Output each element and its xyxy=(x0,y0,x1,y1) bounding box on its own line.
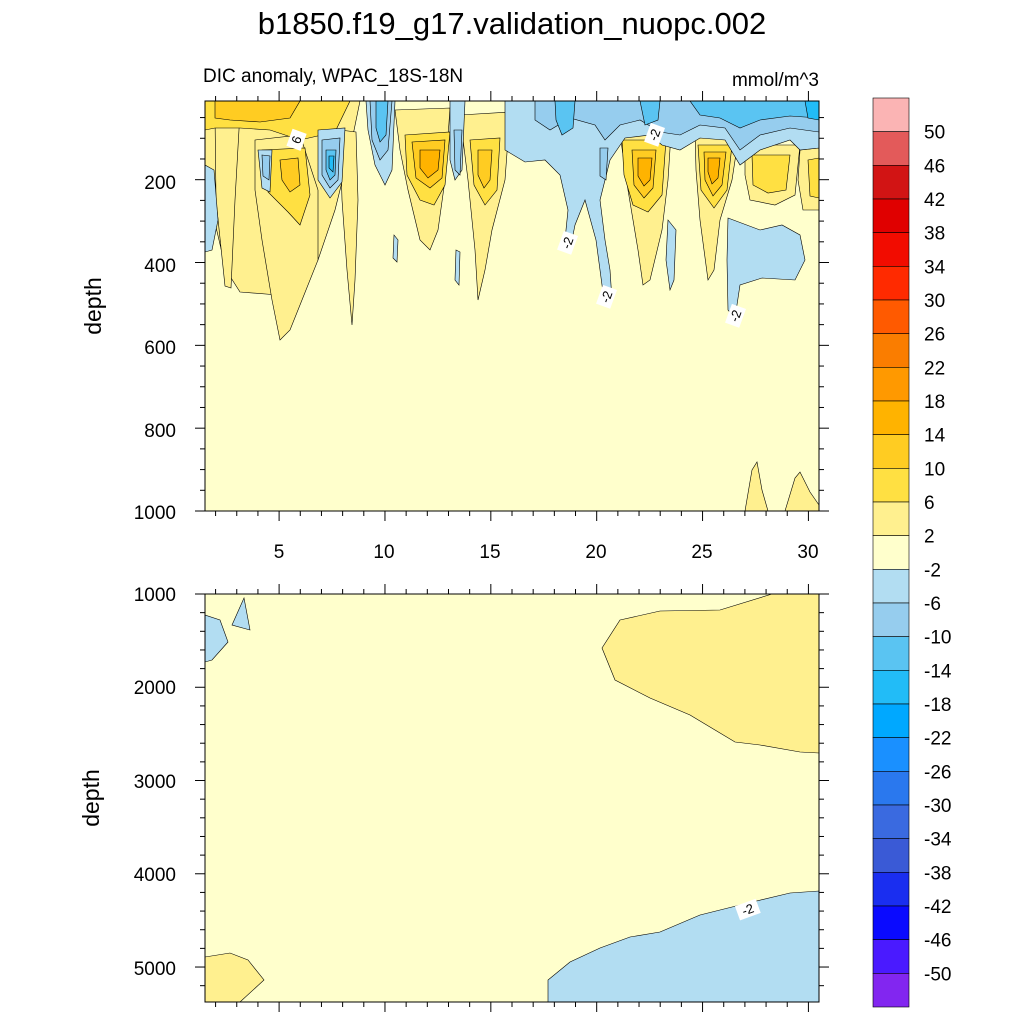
colorbar-swatch xyxy=(872,266,910,301)
colorbar-label: -18 xyxy=(924,695,951,716)
contour-label: -2 xyxy=(727,308,745,324)
colorbar-label: -14 xyxy=(924,661,952,682)
upper-panel: 6 -2 -2 -2 -2 5 10 15 20 25 xyxy=(80,91,829,563)
contour-label: -2 xyxy=(646,127,664,143)
upper-axis-ticks xyxy=(195,91,829,521)
colorbar-label: 34 xyxy=(924,257,946,278)
colorbar-label: -6 xyxy=(924,594,941,615)
lower-panel: -2 1000 2000 3000 4000 5000 depth xyxy=(78,584,829,1012)
colorbar-swatch xyxy=(872,670,910,705)
lower-positive-regions xyxy=(205,594,819,1002)
units-label: mmol/m^3 xyxy=(732,70,819,91)
colorbar-swatch xyxy=(872,872,910,907)
colorbar-label: -42 xyxy=(924,897,951,918)
y-axis-title: depth xyxy=(80,277,106,335)
colorbar-label: 30 xyxy=(924,291,945,312)
colorbar-swatch xyxy=(872,838,910,873)
colorbar-swatch xyxy=(872,535,910,570)
colorbar-label: 6 xyxy=(924,493,935,514)
colorbar-label: -10 xyxy=(924,628,951,649)
colorbar-label: -50 xyxy=(924,964,951,985)
y-tick-label: 1000 xyxy=(134,585,176,606)
y-tick-label: 600 xyxy=(144,338,176,359)
colorbar-swatch xyxy=(872,367,910,402)
colorbar-swatch xyxy=(872,569,910,604)
x-tick-label: 15 xyxy=(479,542,500,563)
y-tick-label: 5000 xyxy=(134,959,176,980)
colorbar-label: 42 xyxy=(924,190,945,211)
colorbar-label: -34 xyxy=(924,830,952,851)
chart-title: b1850.f19_g17.validation_nuopc.002 xyxy=(258,6,767,41)
upper-contour-labels: 6 -2 -2 -2 -2 xyxy=(286,122,746,328)
y-tick-label: 800 xyxy=(144,421,176,442)
colorbar-swatch xyxy=(872,165,910,200)
x-tick-label: 30 xyxy=(797,542,818,563)
y-tick-label: 4000 xyxy=(134,865,176,886)
colorbar-label: 22 xyxy=(924,358,945,379)
colorbar-label: 14 xyxy=(924,426,946,447)
colorbar-swatch xyxy=(872,333,910,368)
contour-label: -2 xyxy=(740,901,756,919)
lower-negative-regions xyxy=(205,596,819,1002)
contour-label: -2 xyxy=(598,289,616,305)
y-tick-label: 3000 xyxy=(134,772,176,793)
colorbar-label: -2 xyxy=(924,560,941,581)
colorbar-swatch xyxy=(872,939,910,974)
colorbar-swatch xyxy=(872,804,910,839)
contour-label: -2 xyxy=(559,235,577,251)
y-tick-label: 2000 xyxy=(134,678,176,699)
colorbar-swatch xyxy=(872,131,910,166)
colorbar-label: -22 xyxy=(924,729,951,750)
colorbar-swatch xyxy=(872,232,910,267)
colorbar-label: -26 xyxy=(924,762,951,783)
colorbar-label: 38 xyxy=(924,224,945,245)
upper-positive-peak xyxy=(419,149,721,187)
colorbar-swatch xyxy=(872,973,910,1008)
upper-negative-inner xyxy=(325,101,819,181)
x-tick-label: 10 xyxy=(373,542,394,563)
colorbar-swatch xyxy=(872,905,910,940)
colorbar-swatch xyxy=(872,434,910,469)
lower-axis-ticks xyxy=(195,584,829,1012)
colorbar-swatch xyxy=(872,400,910,435)
x-tick-label: 20 xyxy=(585,542,606,563)
colorbar-label: -38 xyxy=(924,863,951,884)
colorbar-swatch xyxy=(872,771,910,806)
colorbar-swatch xyxy=(872,468,910,503)
subtitle-left: DIC anomaly, WPAC_18S-18N xyxy=(203,66,463,87)
colorbar-label: -30 xyxy=(924,796,951,817)
colorbar-swatch xyxy=(872,737,910,772)
contour-label: 6 xyxy=(288,134,305,146)
y-tick-label: 1000 xyxy=(134,503,176,524)
colorbar-label: 26 xyxy=(924,325,945,346)
lower-contour-labels: -2 xyxy=(734,898,761,921)
colorbar-swatch xyxy=(872,299,910,334)
x-tick-label: 25 xyxy=(691,542,712,563)
colorbar-label: 2 xyxy=(924,527,935,548)
x-tick-label: 5 xyxy=(274,542,285,563)
colorbar-swatch xyxy=(872,602,910,637)
upper-negative-peak xyxy=(328,101,819,173)
colorbar-swatch xyxy=(872,97,910,132)
y-tick-label: 400 xyxy=(144,256,176,277)
y-tick-label: 200 xyxy=(144,173,176,194)
colorbar-swatch xyxy=(872,636,910,671)
colorbar-label: -46 xyxy=(924,931,951,952)
colorbar-label: 46 xyxy=(924,156,945,177)
colorbar-label: 10 xyxy=(924,459,945,480)
colorbar-swatch xyxy=(872,703,910,738)
colorbar-swatch xyxy=(872,501,910,536)
colorbar-swatch xyxy=(872,198,910,233)
colorbar-label: 18 xyxy=(924,392,945,413)
colorbar-label: 50 xyxy=(924,123,945,144)
colorbar: 50 46 42 38 34 30 26 22 18 14 10 6 2 -2 -6 -10 -14 -18 -22… xyxy=(872,97,952,1008)
y-axis-title: depth xyxy=(78,769,104,827)
